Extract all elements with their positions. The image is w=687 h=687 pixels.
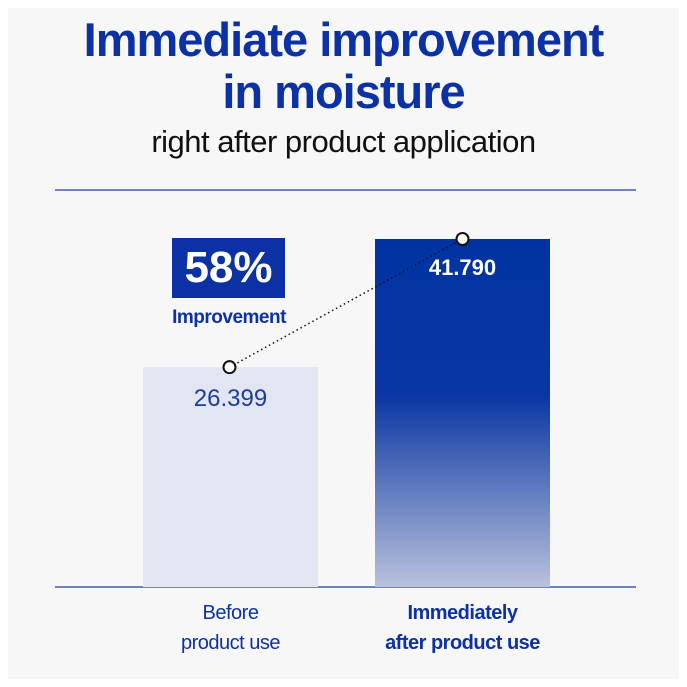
panel — [8, 8, 679, 679]
trend-line — [229, 238, 463, 368]
bar — [375, 239, 550, 587]
value-label: 26.399 — [193, 385, 268, 413]
bar-top-marker — [222, 360, 237, 375]
value-label: 41.790 — [428, 255, 497, 280]
bar — [143, 367, 318, 587]
category-label: Immediately after product use — [385, 602, 540, 654]
subtitle: right after product application — [151, 124, 536, 159]
bar-top-marker — [455, 232, 470, 246]
title: Immediate improvement in moisture — [83, 13, 605, 118]
category-label: Before product use — [180, 602, 281, 654]
improvement-label: Improvement — [172, 307, 286, 328]
improvement-value: 58% — [172, 238, 285, 298]
